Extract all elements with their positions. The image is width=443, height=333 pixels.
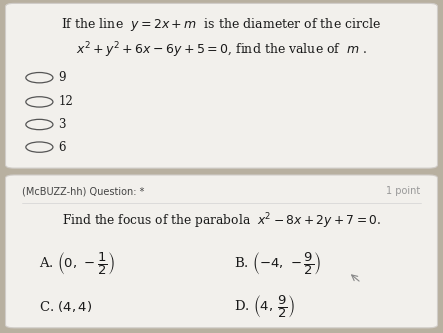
FancyBboxPatch shape: [5, 3, 438, 168]
Text: $x^2 + y^2 + 6x - 6y + 5 = 0$, find the value of  $m$ .: $x^2 + y^2 + 6x - 6y + 5 = 0$, find the …: [76, 40, 367, 60]
Text: If the line  $y = 2x + m$  is the diameter of the circle: If the line $y = 2x + m$ is the diameter…: [62, 16, 381, 33]
Text: 12: 12: [58, 95, 73, 109]
Text: B. $\left(-4,\,-\dfrac{9}{2}\right)$: B. $\left(-4,\,-\dfrac{9}{2}\right)$: [234, 250, 322, 277]
Text: Find the focus of the parabola  $x^2 - 8x + 2y + 7 = 0$.: Find the focus of the parabola $x^2 - 8x…: [62, 212, 381, 231]
Text: 6: 6: [58, 141, 66, 154]
FancyBboxPatch shape: [5, 175, 438, 328]
Text: C. $(4,4)$: C. $(4,4)$: [39, 299, 93, 314]
Text: D. $\left(4,\,\dfrac{9}{2}\right)$: D. $\left(4,\,\dfrac{9}{2}\right)$: [234, 293, 295, 320]
Text: 1 point: 1 point: [386, 186, 420, 196]
Text: A. $\left(0,\,-\dfrac{1}{2}\right)$: A. $\left(0,\,-\dfrac{1}{2}\right)$: [39, 250, 116, 277]
Text: (McBUZZ-hh) Question: *: (McBUZZ-hh) Question: *: [23, 186, 145, 196]
Text: 3: 3: [58, 118, 66, 131]
Text: 9: 9: [58, 71, 66, 84]
